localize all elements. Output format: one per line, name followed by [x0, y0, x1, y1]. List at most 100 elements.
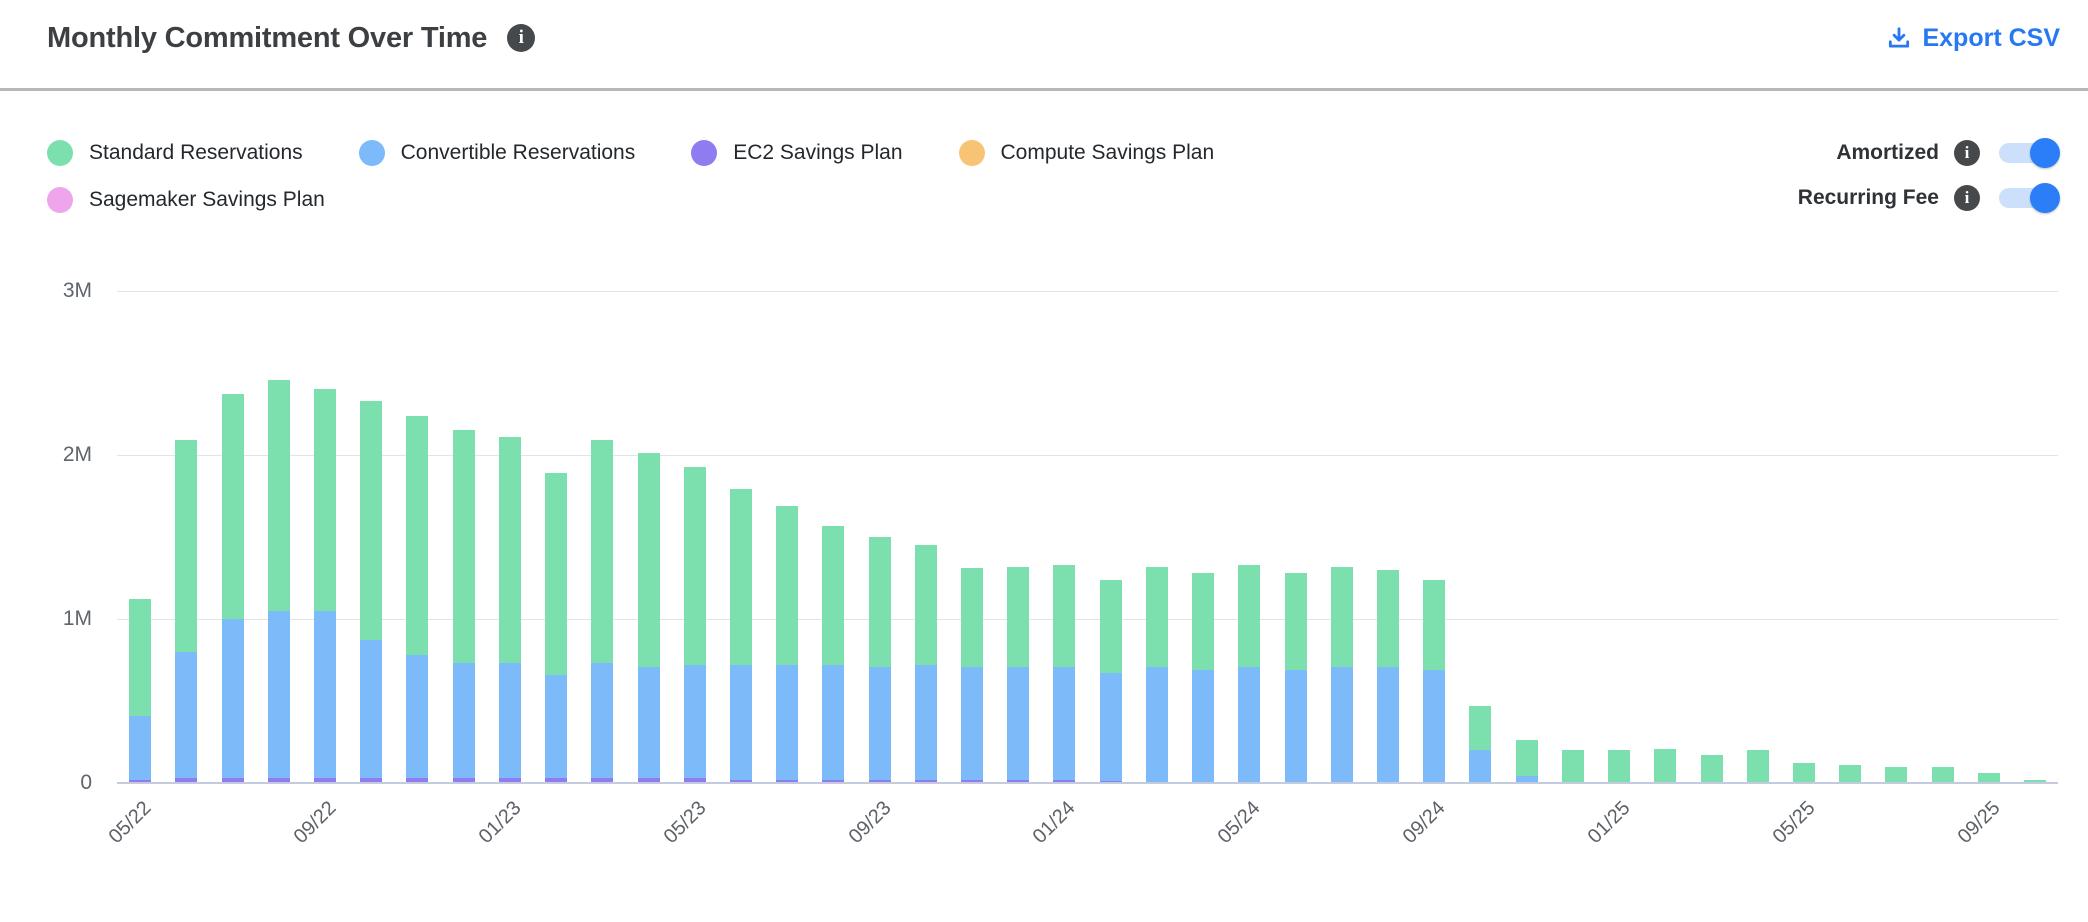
bar-slot [302, 291, 348, 783]
stacked-bar-06-23[interactable] [729, 489, 752, 783]
stacked-bar-11-24[interactable] [1515, 740, 1538, 783]
stacked-bar-12-24[interactable] [1561, 750, 1584, 783]
legend-item-convertible-reservations[interactable]: Convertible Reservations [358, 139, 636, 166]
stacked-bar-07-23[interactable] [776, 505, 799, 783]
bar-slot [1920, 291, 1966, 783]
stacked-bar-01-25[interactable] [1608, 750, 1631, 783]
bar-segment [591, 778, 614, 783]
stacked-bar-07-24[interactable] [1330, 566, 1353, 783]
legend-item-ec2-savings-plan[interactable]: EC2 Savings Plan [691, 139, 903, 166]
bar-segment [1792, 763, 1815, 783]
plot-area: 05/22 09/22 01/23 05/23 09/23 01/24 05/24 09/24… [105, 291, 2058, 848]
bar-segment [683, 664, 706, 779]
stacked-bar-09-25[interactable] [1977, 773, 2000, 783]
bar-segment [1423, 669, 1446, 783]
bar-segment [637, 666, 660, 779]
stacked-bar-12-22[interactable] [452, 430, 475, 783]
bar-slot [256, 291, 302, 783]
bar-slot [1550, 291, 1596, 783]
bar-segment [1007, 566, 1030, 667]
toggle-knob [2030, 137, 2060, 168]
bar-segment [1423, 579, 1446, 670]
legend-label: Convertible Reservations [400, 140, 636, 164]
toggle-label: Recurring Fee [1797, 185, 1939, 209]
info-icon[interactable]: i [1954, 184, 1980, 211]
stacked-bar-12-23[interactable] [1007, 566, 1030, 783]
stacked-bar-05-25[interactable] [1792, 763, 1815, 783]
bar-segment [1238, 564, 1261, 667]
x-tick-label: 09/23 [844, 797, 896, 848]
bar-segment [868, 666, 891, 780]
stacked-bar-10-22[interactable] [360, 400, 383, 783]
stacked-bar-09-24[interactable] [1423, 579, 1446, 783]
bar-slot [394, 291, 440, 783]
legend-item-compute-savings-plan[interactable]: Compute Savings Plan [958, 139, 1214, 166]
bar-segment [961, 779, 984, 783]
stacked-bar-06-24[interactable] [1284, 573, 1307, 783]
stacked-bar-03-23[interactable] [591, 440, 614, 783]
bar-segment [591, 440, 614, 664]
stacked-bar-08-25[interactable] [1931, 766, 1954, 783]
stacked-bar-07-25[interactable] [1885, 766, 1908, 783]
bar-slot [1041, 291, 1087, 783]
stacked-bar-02-23[interactable] [545, 473, 568, 783]
stacked-bar-06-22[interactable] [175, 440, 198, 783]
stacked-bar-10-24[interactable] [1469, 705, 1492, 783]
x-tick-label: 05/24 [1213, 797, 1265, 848]
legend-item-sagemaker-savings-plan[interactable]: Sagemaker Savings Plan [47, 186, 325, 213]
legend-dot [47, 139, 73, 166]
bar-slot [533, 291, 579, 783]
stacked-bar-05-23[interactable] [683, 466, 706, 783]
stacked-bar-03-24[interactable] [1145, 566, 1168, 783]
stacked-bar-02-25[interactable] [1654, 748, 1677, 783]
stacked-bar-10-23[interactable] [914, 545, 937, 783]
legend-dot [47, 186, 73, 213]
stacked-bar-09-23[interactable] [868, 536, 891, 783]
stacked-bar-01-24[interactable] [1053, 564, 1076, 783]
bar-segment [313, 389, 336, 611]
bar-segment [1515, 776, 1538, 783]
bar-segment [1515, 740, 1538, 777]
stacked-bar-04-24[interactable] [1192, 573, 1215, 783]
stacked-bar-04-23[interactable] [637, 453, 660, 783]
stacked-bar-05-22[interactable] [129, 599, 152, 783]
bar-segment [914, 545, 937, 665]
bar-segment [406, 415, 429, 656]
chart-legend: Standard Reservations Convertible Reserva… [47, 129, 1214, 223]
legend-dot [691, 139, 718, 166]
bar-segment [267, 778, 290, 783]
export-csv-button[interactable]: Export CSV [1886, 24, 2060, 53]
gridline [117, 619, 2058, 620]
bar-segment [1007, 666, 1030, 780]
stacked-bar-08-24[interactable] [1377, 569, 1400, 783]
stacked-bar-07-22[interactable] [221, 394, 244, 783]
bar-segment [729, 779, 752, 783]
stacked-bar-08-23[interactable] [822, 525, 845, 783]
toggle-switch-recurring-fee[interactable] [1999, 182, 2060, 213]
stacked-bar-04-25[interactable] [1746, 750, 1769, 783]
stacked-bar-08-22[interactable] [267, 379, 290, 783]
stacked-bar-06-25[interactable] [1839, 765, 1862, 783]
stacked-bar-09-22[interactable] [313, 389, 336, 783]
stacked-bar-05-24[interactable] [1238, 564, 1261, 783]
toggle-switch-amortized[interactable] [1999, 137, 2060, 168]
legend-item-standard-reservations[interactable]: Standard Reservations [47, 139, 303, 166]
bar-slot [117, 291, 163, 783]
stacked-bar-02-24[interactable] [1099, 579, 1122, 783]
bar-slot [1504, 291, 1550, 783]
stacked-bar-10-25[interactable] [2024, 779, 2047, 783]
stacked-bar-03-25[interactable] [1700, 755, 1723, 783]
info-icon[interactable]: i [507, 24, 536, 52]
bar-segment [776, 779, 799, 783]
info-icon[interactable]: i [1954, 139, 1980, 166]
bar-slot [810, 291, 856, 783]
bar-slot [949, 291, 995, 783]
bar-segment [683, 778, 706, 783]
bar-segment [1608, 750, 1631, 783]
x-tick-label: 01/23 [474, 797, 526, 848]
stacked-bar-01-23[interactable] [498, 437, 521, 783]
x-tick-label: 09/24 [1398, 797, 1450, 848]
stacked-bar-11-22[interactable] [406, 415, 429, 783]
stacked-bar-11-23[interactable] [961, 568, 984, 783]
bar-slot [1642, 291, 1688, 783]
